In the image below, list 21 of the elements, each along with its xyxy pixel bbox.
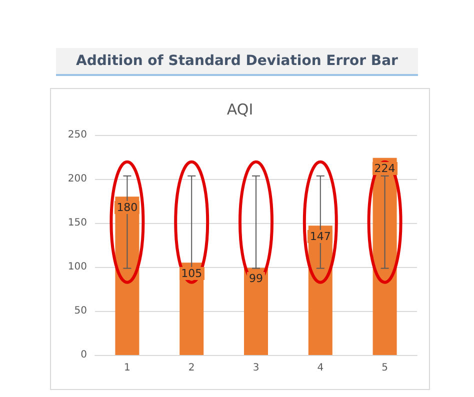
data-label: 147: [308, 230, 333, 243]
x-tick-label: 2: [188, 362, 195, 374]
bar: [372, 158, 397, 355]
x-tick-label: 1: [124, 362, 130, 374]
x-tick-label: 5: [382, 362, 388, 374]
data-label: 105: [179, 266, 204, 280]
y-tick-label: 100: [68, 262, 87, 272]
bar: [115, 196, 140, 355]
x-tick-label: 4: [317, 362, 324, 374]
y-tick-label: 250: [68, 130, 87, 140]
data-label: 180: [114, 200, 140, 214]
bar: [244, 268, 268, 355]
y-tick-label: 50: [74, 306, 87, 316]
y-tick-label: 150: [68, 218, 87, 228]
data-label: 224: [372, 162, 398, 175]
y-tick-label: 200: [68, 174, 87, 184]
chart-subtitle: AQI: [226, 100, 254, 118]
data-label: 99: [247, 272, 265, 285]
y-tick-label: 0: [80, 350, 87, 360]
chart-title: Addition of Standard Deviation Error Bar: [56, 48, 418, 76]
x-tick-label: 3: [252, 362, 260, 374]
